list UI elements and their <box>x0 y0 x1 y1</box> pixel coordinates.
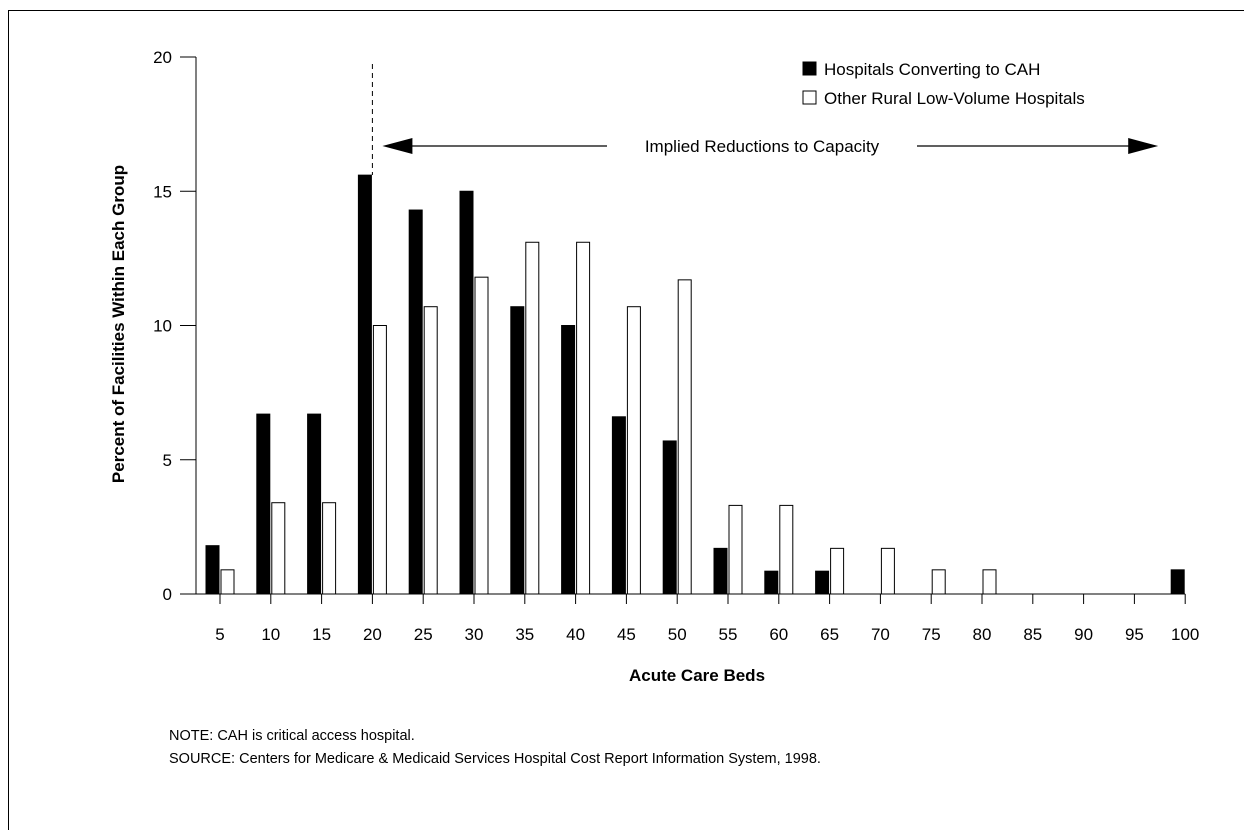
x-tick-label: 65 <box>820 625 839 644</box>
bar-other-rural <box>423 306 438 595</box>
note-text: NOTE: CAH is critical access hospital. <box>169 728 415 744</box>
bar-converting-cah <box>764 570 779 595</box>
x-tick-label: 10 <box>261 625 280 644</box>
bar-other-rural <box>372 325 387 595</box>
bar-other-rural <box>474 276 489 595</box>
bar-converting-cah <box>256 413 271 595</box>
x-tick-label: 80 <box>973 625 992 644</box>
bar-converting-cah <box>205 545 220 595</box>
bar-other-rural <box>271 502 286 595</box>
x-tick-label: 30 <box>465 625 484 644</box>
arrow-head-left <box>382 138 413 154</box>
bar-converting-cah <box>713 547 728 595</box>
bar-converting-cah <box>510 306 525 595</box>
x-tick-label: 5 <box>215 625 224 644</box>
bar-other-rural <box>626 306 641 595</box>
x-tick-label: 60 <box>769 625 788 644</box>
bar-other-rural <box>880 547 895 595</box>
x-tick-label: 45 <box>617 625 636 644</box>
bar-converting-cah <box>408 209 423 595</box>
bar-converting-cah <box>561 325 576 595</box>
bar-other-rural <box>220 569 235 595</box>
bar-other-rural <box>728 504 743 595</box>
x-tick-label: 90 <box>1074 625 1093 644</box>
x-tick-label: 95 <box>1125 625 1144 644</box>
x-tick-label: 15 <box>312 625 331 644</box>
y-tick-label: 20 <box>153 48 172 67</box>
bar-other-rural <box>931 569 946 595</box>
bar-other-rural <box>322 502 337 595</box>
x-tick-label: 70 <box>871 625 890 644</box>
x-tick-label: 40 <box>566 625 585 644</box>
legend-label: Hospitals Converting to CAH <box>824 60 1040 79</box>
x-tick-label: 50 <box>668 625 687 644</box>
x-tick-label: 25 <box>414 625 433 644</box>
bar-converting-cah <box>307 413 322 595</box>
x-tick-label: 75 <box>922 625 941 644</box>
bar-converting-cah <box>611 416 626 595</box>
bar-converting-cah <box>357 174 372 595</box>
x-tick-label: 85 <box>1023 625 1042 644</box>
x-tick-label: 20 <box>363 625 382 644</box>
bar-other-rural <box>830 547 845 595</box>
bar-other-rural <box>779 504 794 595</box>
bar-converting-cah <box>459 190 474 595</box>
y-tick-label: 10 <box>153 317 172 336</box>
y-tick-label: 0 <box>163 585 172 604</box>
x-tick-label: 100 <box>1171 625 1199 644</box>
bar-converting-cah <box>815 570 830 595</box>
legend-swatch <box>802 90 817 105</box>
x-tick-label: 35 <box>515 625 534 644</box>
x-axis-label: Acute Care Beds <box>629 666 765 685</box>
x-tick-label: 55 <box>719 625 738 644</box>
annotation-label: Implied Reductions to Capacity <box>645 137 880 156</box>
legend: Hospitals Converting to CAH Other Rural L… <box>802 60 1085 108</box>
legend-swatch <box>802 61 817 76</box>
bars <box>205 174 1185 595</box>
y-tick-label: 5 <box>163 451 172 470</box>
arrow-head-right <box>1128 138 1159 154</box>
bar-other-rural <box>677 279 692 595</box>
y-axis-label: Percent of Facilities Within Each Group <box>109 165 128 483</box>
bar-other-rural <box>576 241 591 595</box>
source-text: SOURCE: Centers for Medicare & Medicaid … <box>169 751 821 767</box>
bar-converting-cah <box>662 440 677 595</box>
bar-other-rural <box>525 241 540 595</box>
y-tick-label: 15 <box>153 182 172 201</box>
capacity-annotation: Implied Reductions to Capacity <box>371 64 1159 175</box>
figure-frame <box>8 10 1244 830</box>
bar-converting-cah <box>1170 569 1185 595</box>
legend-label: Other Rural Low-Volume Hospitals <box>824 89 1085 108</box>
bar-other-rural <box>982 569 997 595</box>
figure-notes: NOTE: CAH is critical access hospital. S… <box>169 725 821 771</box>
